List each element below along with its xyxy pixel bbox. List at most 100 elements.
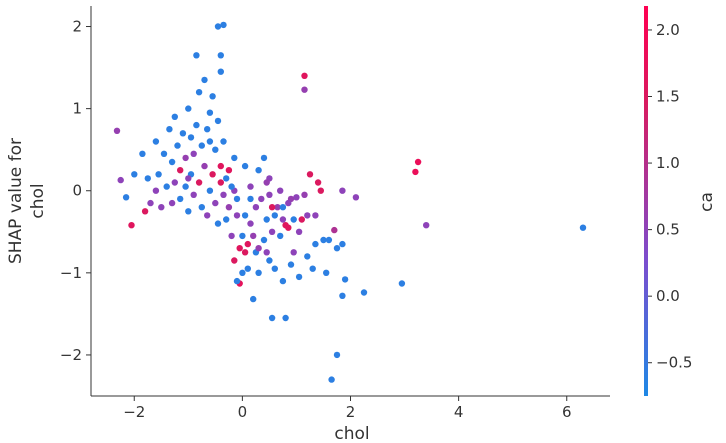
y-tick-label: −1 [60,264,82,282]
scatter-point [206,138,214,145]
scatter-point [579,224,587,231]
scatter-point [201,76,208,84]
scatter-point [352,194,360,201]
scatter-point [155,171,162,178]
scatter-point [339,240,346,248]
scatter-point [217,179,224,186]
scatter-point [141,208,149,215]
colorbar-tick-label: 0.5 [656,221,680,239]
scatter-point [412,168,419,176]
y-tick-label: 1 [72,100,82,118]
scatter-points [113,21,587,383]
scatter-point [185,208,192,215]
scatter-point [214,220,222,227]
scatter-point [239,232,246,240]
scatter-point [247,195,254,203]
scatter-point [231,257,238,264]
y-axis-label-line: chol [28,183,48,218]
scatter-point [231,154,238,162]
colorbar-tick-label: 1.5 [656,88,680,106]
scatter-point [228,183,235,190]
scatter-point [177,167,184,174]
scatter-point [339,292,346,299]
scatter-point [304,253,311,260]
scatter-point [252,204,260,211]
scatter-point [217,68,224,75]
colorbar-label: ca [697,192,717,212]
scatter-point [223,216,230,223]
scatter-point [301,86,308,93]
plot-axes [90,6,610,397]
scatter-point [198,142,205,149]
scatter-point [209,93,216,100]
scatter-point [195,89,203,96]
x-tick-label: 6 [562,403,572,421]
scatter-point [233,212,241,219]
scatter-point [341,276,349,283]
colorbar-ticks: −0.5 0.0 0.5 1.0 1.5 2.0 [648,21,692,372]
scatter-point [187,134,195,141]
scatter-point [160,150,168,157]
scatter-point [225,167,233,174]
scatter-point [274,204,281,211]
scatter-point [263,249,270,256]
scatter-point [295,273,303,281]
scatter-point [250,232,257,240]
colorbar-tick-label: 1.0 [656,154,680,172]
scatter-point [171,113,178,121]
scatter-point [309,265,316,272]
scatter-point [212,146,219,153]
colorbar-tick-label: −0.5 [656,354,692,372]
scatter-point [260,236,268,244]
scatter-point [168,158,176,166]
x-axis-label: chol [334,424,369,443]
scatter-point [398,280,406,287]
scatter-point [122,194,130,201]
scatter-point [214,117,222,125]
scatter-point [268,314,276,322]
scatter-point [282,222,289,229]
scatter-point [163,183,170,190]
y-tick-label: 2 [72,18,82,36]
scatter-point [239,269,246,276]
scatter-point [241,162,249,170]
y-tick-label: −2 [60,346,82,364]
colorbar-tick-label: 2.0 [656,21,680,39]
scatter-point [263,179,270,186]
scatter-point [209,171,216,178]
scatter-point [131,171,138,178]
x-tick-label: 0 [238,403,248,421]
scatter-point [260,154,268,162]
scatter-point [190,191,197,198]
x-tick-label: 2 [346,403,356,421]
scatter-point [320,236,327,244]
scatter-point [290,249,297,256]
scatter-point [314,179,322,186]
scatter-point [144,175,151,182]
scatter-point [204,212,211,219]
scatter-point [268,228,276,235]
scatter-point [255,269,262,276]
scatter-point [182,183,189,190]
scatter-point [168,199,176,207]
scatter-point [171,179,178,186]
y-axis-ticks: −2 −1 0 1 2 [60,18,91,364]
scatter-point [255,167,262,174]
y-axis-label: SHAP value for chol [6,138,48,264]
scatter-point [236,245,243,252]
scatter-point [279,216,287,223]
scatter-point [339,187,346,194]
scatter-point [423,222,430,229]
scatter-point [277,232,284,240]
scatter-point [223,175,230,182]
scatter-point [244,265,251,272]
scatter-point [333,351,341,359]
scatter-point [193,121,200,129]
scatter-point [301,72,308,80]
scatter-point [220,191,227,198]
scatter-point [217,162,224,170]
x-tick-label: 4 [454,403,464,421]
scatter-point [185,175,192,182]
scatter-point [247,183,254,190]
